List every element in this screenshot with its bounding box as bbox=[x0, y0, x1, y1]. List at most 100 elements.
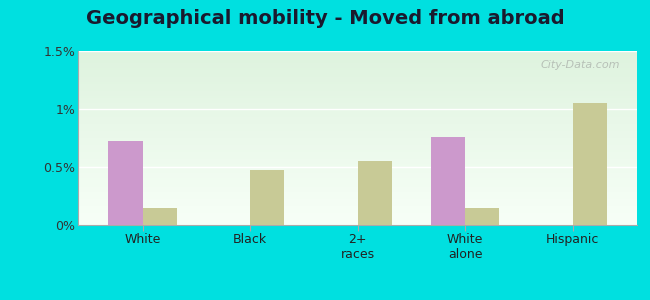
Bar bbox=[78, 160, 637, 162]
Bar bbox=[78, 143, 637, 145]
Bar bbox=[78, 53, 637, 55]
Bar bbox=[78, 152, 637, 154]
Bar bbox=[78, 56, 637, 58]
Bar bbox=[78, 63, 637, 65]
Bar bbox=[78, 136, 637, 138]
Bar bbox=[78, 183, 637, 185]
Bar bbox=[78, 204, 637, 206]
Bar bbox=[78, 192, 637, 194]
Bar bbox=[78, 190, 637, 192]
Bar bbox=[78, 209, 637, 211]
Bar bbox=[78, 197, 637, 199]
Bar bbox=[78, 96, 637, 98]
Bar bbox=[78, 213, 637, 214]
Bar bbox=[78, 142, 637, 143]
Bar bbox=[78, 70, 637, 72]
Bar bbox=[78, 180, 637, 182]
Bar bbox=[78, 67, 637, 68]
Bar bbox=[78, 176, 637, 178]
Bar bbox=[78, 223, 637, 225]
Bar bbox=[78, 121, 637, 122]
Bar bbox=[78, 178, 637, 180]
Bar bbox=[78, 154, 637, 155]
Bar bbox=[78, 173, 637, 175]
Bar bbox=[358, 161, 392, 225]
Bar bbox=[78, 150, 637, 152]
Bar bbox=[78, 74, 637, 75]
Bar bbox=[78, 58, 637, 60]
Bar bbox=[78, 81, 637, 82]
Bar bbox=[78, 199, 637, 201]
Bar bbox=[78, 61, 637, 63]
Bar bbox=[78, 211, 637, 213]
Bar bbox=[78, 214, 637, 216]
Bar bbox=[108, 142, 142, 225]
Bar bbox=[78, 122, 637, 124]
Bar bbox=[78, 168, 637, 169]
Bar bbox=[78, 194, 637, 195]
Bar bbox=[78, 105, 637, 107]
Bar bbox=[78, 134, 637, 136]
Bar bbox=[78, 195, 637, 197]
Bar bbox=[78, 221, 637, 223]
Bar bbox=[78, 89, 637, 91]
Bar bbox=[78, 201, 637, 203]
Bar bbox=[78, 126, 637, 127]
Bar bbox=[78, 145, 637, 147]
Bar bbox=[78, 55, 637, 56]
Bar bbox=[78, 133, 637, 134]
Bar bbox=[430, 137, 465, 225]
Bar bbox=[78, 100, 637, 101]
Bar bbox=[78, 140, 637, 142]
Bar bbox=[78, 164, 637, 166]
Bar bbox=[78, 114, 637, 116]
Bar bbox=[78, 51, 637, 53]
Text: Geographical mobility - Moved from abroad: Geographical mobility - Moved from abroa… bbox=[86, 9, 564, 28]
Bar bbox=[78, 65, 637, 67]
Bar bbox=[78, 93, 637, 94]
Bar bbox=[78, 112, 637, 114]
Bar bbox=[78, 94, 637, 96]
Bar bbox=[78, 84, 637, 86]
Bar bbox=[78, 88, 637, 89]
Bar bbox=[78, 206, 637, 208]
Bar bbox=[78, 116, 637, 117]
Bar bbox=[78, 60, 637, 61]
Bar bbox=[78, 101, 637, 103]
Bar bbox=[78, 79, 637, 81]
Bar bbox=[250, 170, 285, 225]
Bar bbox=[78, 138, 637, 140]
Bar bbox=[78, 98, 637, 100]
Bar bbox=[78, 159, 637, 160]
Bar bbox=[78, 103, 637, 105]
Bar bbox=[78, 128, 637, 129]
Bar bbox=[78, 169, 637, 171]
Bar bbox=[78, 171, 637, 173]
Bar bbox=[573, 103, 607, 225]
Bar bbox=[78, 202, 637, 204]
Bar bbox=[78, 124, 637, 126]
Bar bbox=[78, 107, 637, 108]
Text: City-Data.com: City-Data.com bbox=[541, 60, 620, 70]
Bar bbox=[78, 119, 637, 121]
Bar bbox=[78, 188, 637, 190]
Bar bbox=[78, 166, 637, 168]
Bar bbox=[78, 68, 637, 70]
Bar bbox=[78, 182, 637, 183]
Bar bbox=[78, 82, 637, 84]
Bar bbox=[78, 218, 637, 220]
Bar bbox=[78, 86, 637, 88]
Bar bbox=[465, 208, 499, 225]
Bar bbox=[142, 208, 177, 225]
Bar bbox=[78, 75, 637, 77]
Bar bbox=[78, 187, 637, 188]
Bar bbox=[78, 216, 637, 218]
Bar bbox=[78, 77, 637, 79]
Bar bbox=[78, 185, 637, 187]
Bar bbox=[78, 72, 637, 74]
Bar bbox=[78, 108, 637, 110]
Bar bbox=[78, 117, 637, 119]
Bar bbox=[78, 208, 637, 209]
Bar bbox=[78, 129, 637, 131]
Bar bbox=[78, 175, 637, 176]
